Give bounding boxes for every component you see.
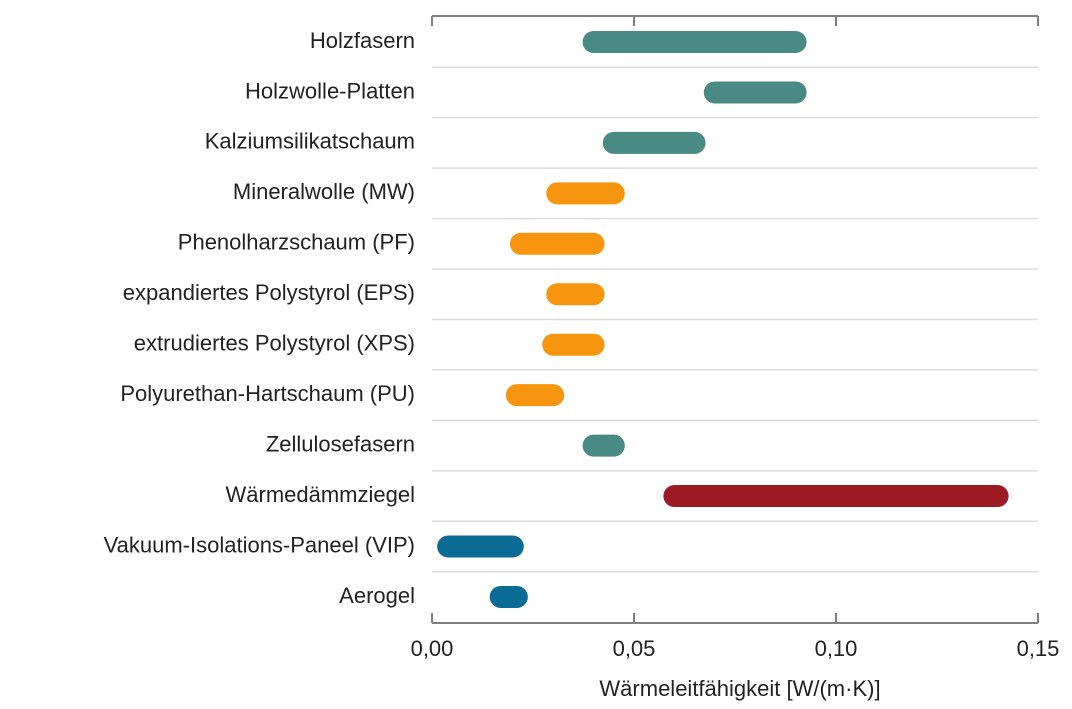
y-tick-label: Mineralwolle (MW) — [233, 179, 415, 204]
y-tick-label: Zellulosefasern — [266, 431, 415, 456]
x-tick-label: 0,10 — [815, 636, 858, 661]
y-tick-label: Wärmedämmziegel — [226, 482, 416, 507]
y-tick-label: Phenolharzschaum (PF) — [178, 230, 415, 255]
x-tick-label: 0,15 — [1017, 636, 1060, 661]
y-tick-label: Vakuum-Isolations-Paneel (VIP) — [104, 532, 415, 557]
y-tick-label: expandiertes Polystyrol (EPS) — [123, 280, 415, 305]
y-tick-label: Holzfasern — [310, 28, 415, 53]
y-tick-label: Aerogel — [339, 583, 415, 608]
y-tick-label: Polyurethan-Hartschaum (PU) — [120, 381, 415, 406]
x-tick-label: 0,00 — [411, 636, 454, 661]
y-tick-label: Kalziumsilikatschaum — [205, 129, 415, 154]
x-tick-label: 0,05 — [613, 636, 656, 661]
y-tick-label: Holzwolle-Platten — [245, 78, 415, 103]
x-axis-label: Wärmeleitfähigkeit [W/(m·K)] — [599, 676, 880, 701]
y-tick-label: extrudiertes Polystyrol (XPS) — [134, 331, 415, 356]
